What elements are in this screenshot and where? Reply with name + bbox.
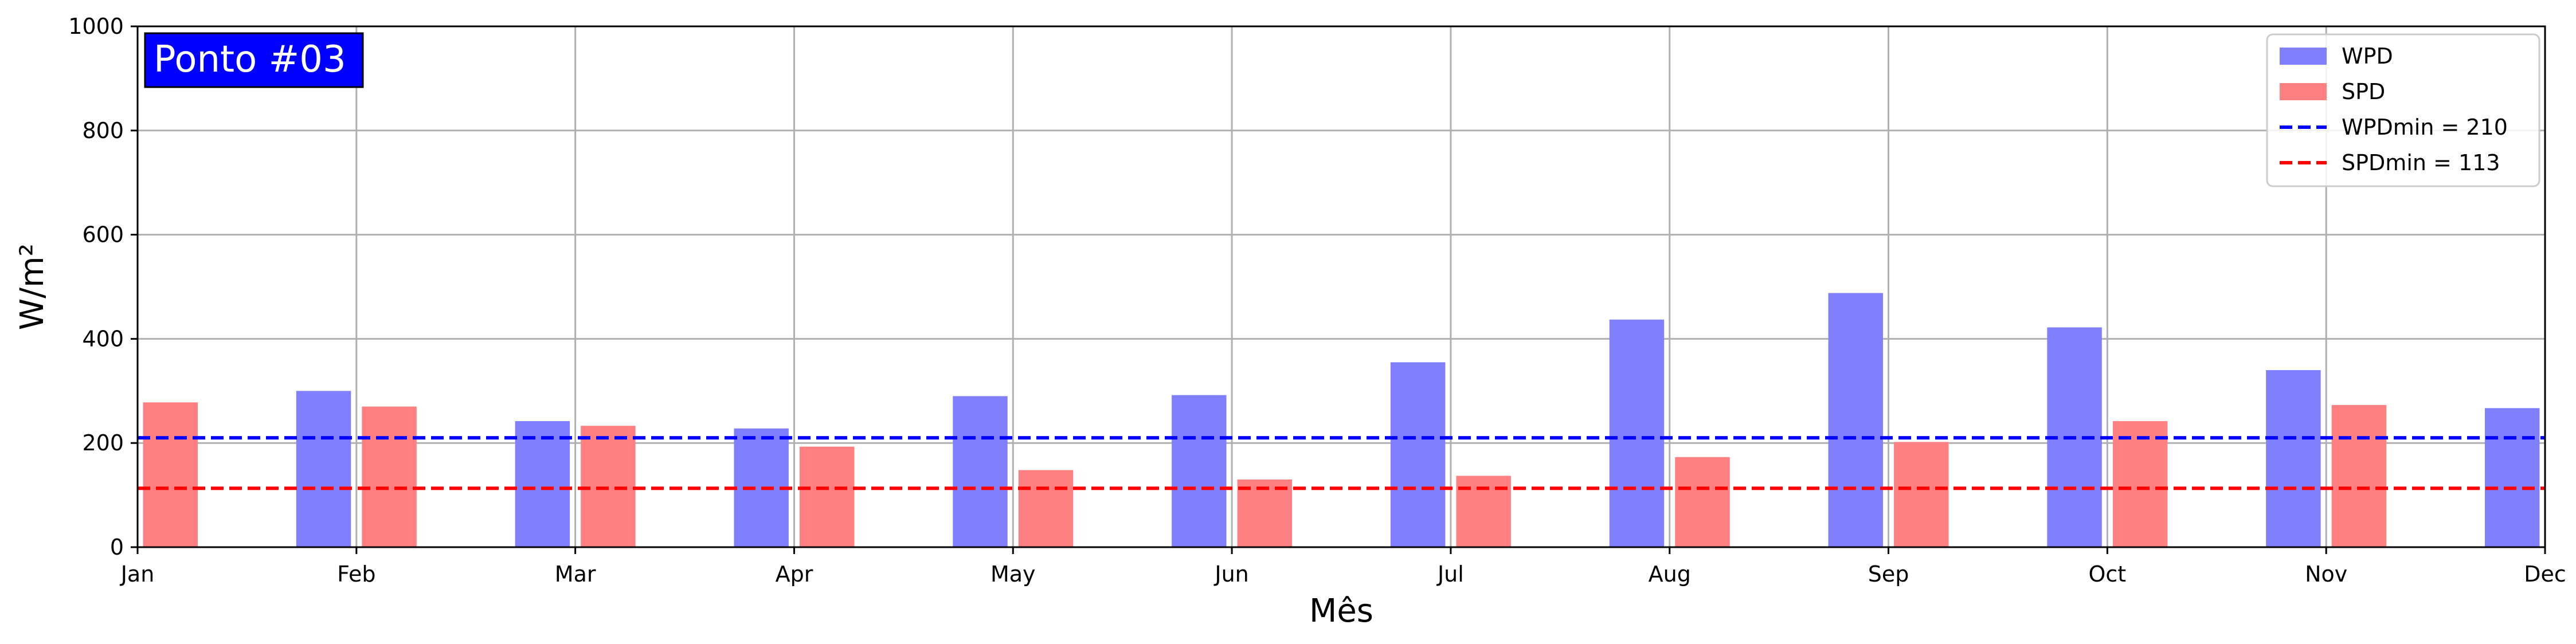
- y-tick-label: 800: [82, 118, 124, 143]
- spd-bar-may: [1018, 470, 1074, 547]
- point-label-badge: Ponto #03: [144, 32, 364, 88]
- x-tick-label: Dec: [2524, 561, 2566, 587]
- x-tick-label: May: [991, 561, 1036, 587]
- spd-bar-sep: [1894, 442, 1949, 547]
- x-tick-label: Jan: [120, 561, 155, 587]
- wpd-bar-dec: [2485, 408, 2540, 547]
- wpd-bar-jul: [1390, 362, 1446, 547]
- spd-bar-mar: [581, 426, 636, 547]
- wpd-bar-aug: [1609, 319, 1665, 547]
- point-label-box: [144, 32, 364, 88]
- y-tick-label: 200: [82, 430, 124, 455]
- wpd-bar-may: [953, 396, 1008, 547]
- plot-area: [138, 26, 2545, 547]
- spd-bar-apr: [800, 446, 855, 547]
- plot-frame: [136, 25, 2546, 548]
- wpd-bar-mar: [515, 421, 570, 547]
- wpd-bar-sep: [1828, 293, 1883, 547]
- reference-lines: [138, 436, 2545, 490]
- spd-bar-jul: [1456, 476, 1511, 547]
- x-tick-label: Feb: [337, 561, 375, 587]
- y-tick-label: 600: [82, 222, 124, 248]
- x-tick-label: Aug: [1649, 561, 1691, 587]
- x-tick-label: Nov: [2305, 561, 2347, 587]
- spd-bar-jan: [143, 402, 198, 547]
- legend-label-ref-0: WPDmin = 210: [2342, 115, 2508, 140]
- wpd-bar-nov: [2266, 370, 2321, 547]
- legend-swatch-spd: [2280, 83, 2327, 100]
- x-tick-label: Mar: [555, 561, 596, 587]
- spd-bar-jun: [1237, 479, 1293, 547]
- x-tick-label: Apr: [776, 561, 813, 587]
- y-axis-label: W/m²: [14, 244, 51, 330]
- point-label-text: Ponto #03: [154, 38, 346, 81]
- spd-bar-aug: [1675, 457, 1730, 547]
- legend-label-ref-1: SPDmin = 113: [2342, 150, 2500, 175]
- legend-box: [2266, 33, 2540, 187]
- legend-swatch-wpd: [2280, 48, 2327, 65]
- spd-bar-feb: [362, 406, 417, 547]
- x-tick-label: Jun: [1213, 561, 1248, 587]
- spd-bar-nov: [2331, 405, 2387, 547]
- spd-bar-oct: [2112, 421, 2168, 547]
- legend-label-wpd: WPD: [2342, 44, 2393, 69]
- wpd-bar-feb: [296, 391, 351, 547]
- legend: WPD SPD WPDmin = 210 SPDmin = 113: [2266, 33, 2540, 187]
- bars: [143, 293, 2540, 547]
- y-tick-label: 0: [110, 535, 124, 560]
- axis-ticks: Jan Feb Mar Apr May Jun Jul Aug Sep Oct Nov Dec 0 200…: [68, 14, 2566, 587]
- x-tick-label: Jul: [1436, 561, 1464, 587]
- wpd-bar-jun: [1172, 395, 1227, 547]
- x-tick-label: Oct: [2089, 561, 2127, 587]
- x-tick-label: Sep: [1868, 561, 1909, 587]
- y-tick-label: 1000: [68, 14, 124, 39]
- y-tick-label: 400: [82, 326, 124, 351]
- legend-label-spd: SPD: [2342, 79, 2385, 104]
- x-axis-label: Mês: [1309, 592, 1373, 630]
